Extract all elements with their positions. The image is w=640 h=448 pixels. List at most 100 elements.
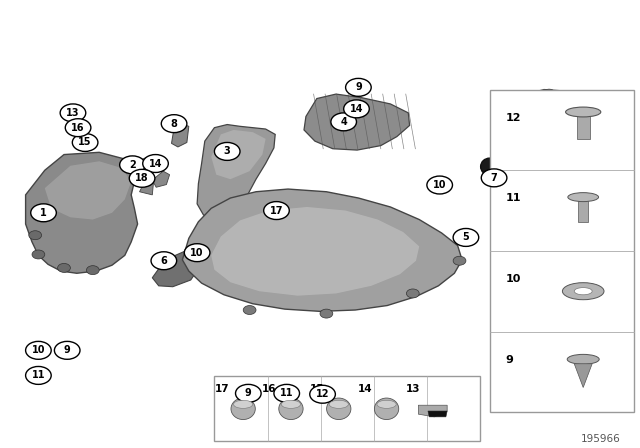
Polygon shape <box>172 123 189 147</box>
Circle shape <box>543 89 555 97</box>
Circle shape <box>184 244 210 262</box>
Polygon shape <box>197 125 275 220</box>
Text: 11: 11 <box>506 194 521 203</box>
Circle shape <box>86 266 99 275</box>
Circle shape <box>264 202 289 220</box>
Polygon shape <box>211 130 266 179</box>
Polygon shape <box>182 189 462 311</box>
Circle shape <box>120 156 145 174</box>
Ellipse shape <box>374 398 399 419</box>
Circle shape <box>29 231 42 240</box>
Text: 17: 17 <box>269 206 284 215</box>
Text: 195966: 195966 <box>581 435 621 444</box>
Ellipse shape <box>326 398 351 419</box>
Ellipse shape <box>377 401 396 409</box>
Ellipse shape <box>563 283 604 300</box>
Circle shape <box>143 155 168 172</box>
Ellipse shape <box>231 398 255 419</box>
Text: 10: 10 <box>190 248 204 258</box>
Text: 18: 18 <box>135 173 149 183</box>
Polygon shape <box>211 207 419 296</box>
Circle shape <box>243 306 256 314</box>
Text: 9: 9 <box>245 388 252 398</box>
Text: 6: 6 <box>161 256 167 266</box>
Bar <box>214 376 480 441</box>
Polygon shape <box>304 94 410 150</box>
Polygon shape <box>45 161 131 220</box>
Polygon shape <box>574 364 592 388</box>
Ellipse shape <box>234 401 253 409</box>
Circle shape <box>32 250 45 259</box>
Circle shape <box>331 113 356 131</box>
Text: 10: 10 <box>506 274 521 284</box>
Text: 10: 10 <box>31 345 45 355</box>
Circle shape <box>320 309 333 318</box>
Text: 10: 10 <box>433 180 447 190</box>
Text: 14: 14 <box>349 104 364 114</box>
Bar <box>577 111 589 139</box>
Circle shape <box>72 134 98 151</box>
Text: 11: 11 <box>280 388 294 398</box>
Bar <box>578 196 588 222</box>
Polygon shape <box>419 405 447 417</box>
Circle shape <box>26 341 51 359</box>
Circle shape <box>346 78 371 96</box>
Circle shape <box>54 341 80 359</box>
Ellipse shape <box>282 401 301 409</box>
Polygon shape <box>428 411 447 417</box>
Ellipse shape <box>568 193 598 202</box>
Ellipse shape <box>574 288 592 295</box>
Ellipse shape <box>481 158 499 175</box>
Text: 15: 15 <box>310 384 324 394</box>
Circle shape <box>481 169 507 187</box>
Text: 11: 11 <box>31 370 45 380</box>
Circle shape <box>214 142 240 160</box>
Polygon shape <box>26 152 138 273</box>
Text: 4: 4 <box>340 117 347 127</box>
Text: 14: 14 <box>148 159 163 168</box>
Circle shape <box>65 119 91 137</box>
Text: 16: 16 <box>71 123 85 133</box>
Text: 16: 16 <box>262 384 276 394</box>
Text: 1: 1 <box>40 208 47 218</box>
Polygon shape <box>496 90 620 171</box>
Text: 14: 14 <box>358 384 372 394</box>
Text: 2: 2 <box>129 160 136 170</box>
Circle shape <box>406 289 419 298</box>
Polygon shape <box>131 158 154 181</box>
Text: 17: 17 <box>214 384 229 394</box>
Circle shape <box>58 263 70 272</box>
Circle shape <box>596 154 607 162</box>
Circle shape <box>31 204 56 222</box>
Text: 12: 12 <box>506 113 521 123</box>
Circle shape <box>453 256 466 265</box>
Text: 12: 12 <box>316 389 330 399</box>
Text: 3: 3 <box>224 146 230 156</box>
Circle shape <box>186 251 198 260</box>
Text: 9: 9 <box>506 355 513 365</box>
Circle shape <box>344 100 369 118</box>
Circle shape <box>511 107 523 115</box>
Circle shape <box>274 384 300 402</box>
Text: 15: 15 <box>78 138 92 147</box>
Ellipse shape <box>566 107 601 117</box>
Circle shape <box>427 176 452 194</box>
Text: 13: 13 <box>66 108 80 118</box>
Text: 13: 13 <box>406 384 420 394</box>
Circle shape <box>129 169 155 187</box>
Circle shape <box>60 104 86 122</box>
Circle shape <box>26 366 51 384</box>
Circle shape <box>453 228 479 246</box>
Text: 9: 9 <box>64 345 70 355</box>
Circle shape <box>236 384 261 402</box>
Circle shape <box>609 109 620 117</box>
Text: 8: 8 <box>171 119 177 129</box>
Bar <box>490 90 634 412</box>
Text: 5: 5 <box>463 233 469 242</box>
Text: 9: 9 <box>355 82 362 92</box>
Polygon shape <box>152 251 202 287</box>
Circle shape <box>161 115 187 133</box>
Polygon shape <box>152 171 170 187</box>
Text: 7: 7 <box>491 173 497 183</box>
Ellipse shape <box>279 398 303 419</box>
